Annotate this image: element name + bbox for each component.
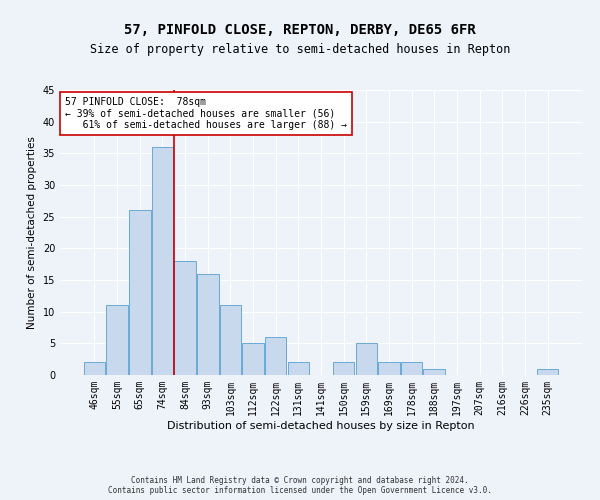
Bar [537,368,558,375]
Text: 57, PINFOLD CLOSE, REPTON, DERBY, DE65 6FR: 57, PINFOLD CLOSE, REPTON, DERBY, DE65 6… [124,22,476,36]
Bar [424,368,445,375]
Bar [220,306,241,375]
Bar [378,362,400,375]
Bar [265,337,286,375]
Text: Size of property relative to semi-detached houses in Repton: Size of property relative to semi-detach… [90,42,510,56]
Bar [197,274,218,375]
Bar [106,306,128,375]
Bar [287,362,309,375]
Bar [129,210,151,375]
Bar [242,344,264,375]
Bar [333,362,355,375]
Bar [401,362,422,375]
Bar [152,147,173,375]
Bar [84,362,105,375]
Text: Contains HM Land Registry data © Crown copyright and database right 2024.
Contai: Contains HM Land Registry data © Crown c… [108,476,492,495]
Bar [175,261,196,375]
X-axis label: Distribution of semi-detached houses by size in Repton: Distribution of semi-detached houses by … [167,420,475,430]
Bar [356,344,377,375]
Text: 57 PINFOLD CLOSE:  78sqm
← 39% of semi-detached houses are smaller (56)
   61% o: 57 PINFOLD CLOSE: 78sqm ← 39% of semi-de… [65,97,347,130]
Y-axis label: Number of semi-detached properties: Number of semi-detached properties [27,136,37,329]
